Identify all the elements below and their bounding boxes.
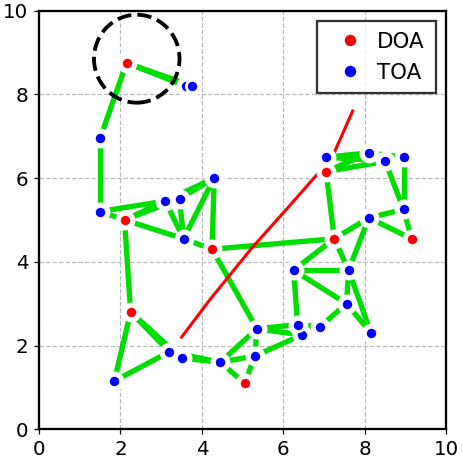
Legend: DOA, TOA: DOA, TOA: [317, 21, 436, 93]
